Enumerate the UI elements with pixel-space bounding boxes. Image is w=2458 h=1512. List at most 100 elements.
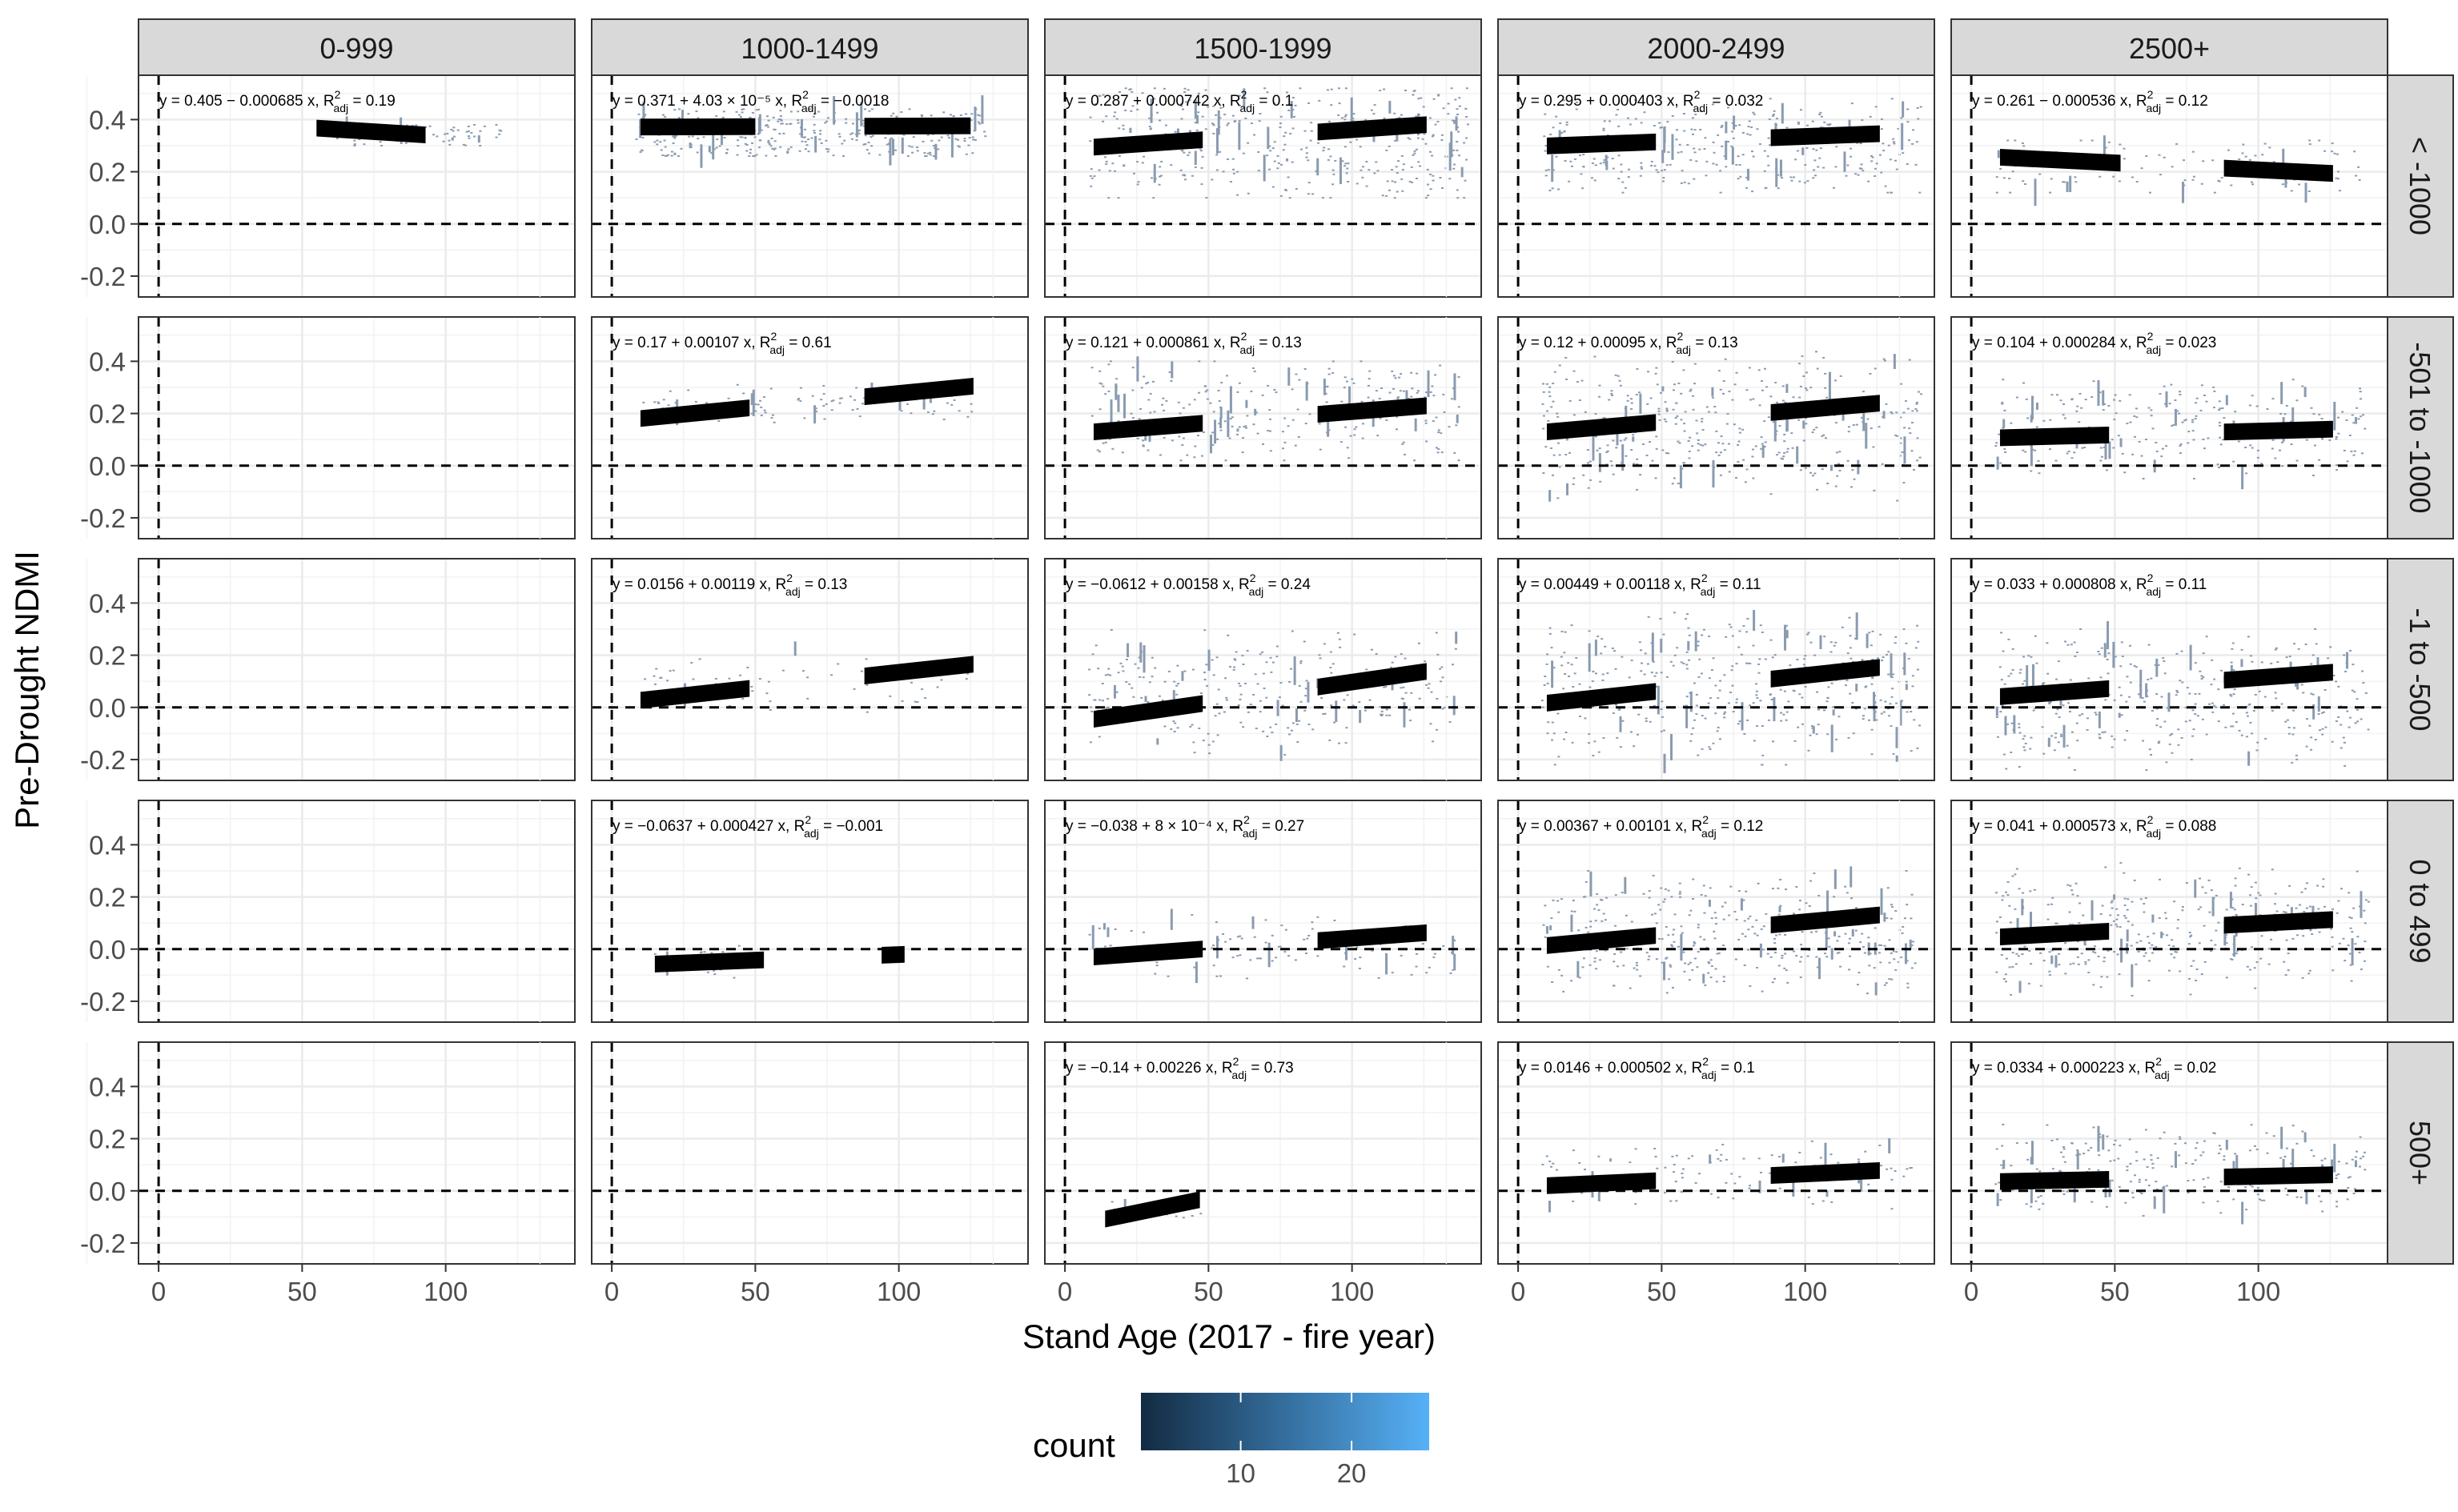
scatter-point bbox=[1746, 618, 1749, 620]
scatter-point bbox=[1882, 411, 1886, 419]
panel-background bbox=[139, 559, 575, 780]
scatter-point bbox=[1637, 713, 1641, 716]
scatter-point bbox=[782, 132, 785, 134]
scatter-point bbox=[890, 114, 893, 117]
scatter-point bbox=[825, 148, 828, 150]
scatter-point bbox=[1839, 965, 1842, 968]
scatter-point bbox=[2211, 702, 2214, 704]
scatter-point bbox=[2030, 656, 2033, 658]
scatter-point bbox=[1879, 961, 1882, 964]
scatter-point bbox=[2189, 644, 2192, 671]
scatter-point bbox=[712, 134, 715, 160]
scatter-point bbox=[2367, 900, 2370, 903]
scatter-point bbox=[2190, 934, 2193, 936]
scatter-point bbox=[2121, 452, 2124, 455]
scatter-point bbox=[1090, 177, 1094, 179]
scatter-point bbox=[1344, 426, 1347, 428]
scatter-point bbox=[754, 410, 757, 412]
scatter-point bbox=[2213, 390, 2216, 392]
scatter-point bbox=[2352, 907, 2356, 909]
scatter-point bbox=[2197, 908, 2200, 911]
scatter-point bbox=[1307, 182, 1311, 184]
scatter-point bbox=[1236, 428, 1239, 431]
scatter-point bbox=[2314, 628, 2317, 630]
scatter-point bbox=[1151, 656, 1154, 659]
scatter-point bbox=[1351, 704, 1355, 707]
scatter-point bbox=[1163, 725, 1167, 728]
scatter-point bbox=[2155, 724, 2159, 727]
scatter-point bbox=[1665, 420, 1668, 423]
scatter-point bbox=[2067, 450, 2070, 452]
scatter-point bbox=[2126, 676, 2129, 678]
scatter-point bbox=[1873, 967, 1876, 969]
scatter-point bbox=[1379, 706, 1382, 708]
scatter-point bbox=[700, 148, 703, 150]
scatter-point bbox=[1722, 918, 1725, 920]
scatter-point bbox=[1768, 118, 1771, 120]
scatter-point bbox=[1200, 183, 1203, 186]
scatter-point bbox=[757, 133, 760, 135]
regression-line bbox=[2223, 159, 2333, 182]
scatter-point bbox=[1672, 933, 1675, 936]
scatter-point bbox=[2002, 419, 2006, 428]
scatter-point bbox=[789, 146, 793, 148]
scatter-point bbox=[2364, 427, 2367, 430]
scatter-point bbox=[2163, 912, 2167, 914]
scatter-point bbox=[1238, 682, 1241, 684]
scatter-point bbox=[1753, 740, 1756, 742]
scatter-point bbox=[946, 134, 950, 137]
scatter-point bbox=[1211, 944, 1215, 947]
scatter-point bbox=[1543, 135, 1546, 138]
scatter-point bbox=[1853, 478, 1856, 480]
scatter-point bbox=[2309, 748, 2312, 751]
scatter-point bbox=[1760, 447, 1763, 450]
scatter-point bbox=[1711, 103, 1714, 106]
scatter-point bbox=[1613, 953, 1617, 955]
scatter-point bbox=[1113, 115, 1116, 118]
scatter-point bbox=[2022, 892, 2025, 894]
scatter-point bbox=[664, 146, 667, 148]
scatter-point bbox=[1720, 126, 1723, 129]
scatter-point bbox=[1201, 155, 1204, 158]
scatter-point bbox=[2295, 907, 2298, 909]
scatter-point bbox=[759, 139, 762, 142]
scatter-point bbox=[2230, 725, 2233, 728]
scatter-point bbox=[1182, 174, 1185, 176]
scatter-point bbox=[2353, 450, 2356, 452]
scatter-point bbox=[1291, 388, 1294, 391]
scatter-point bbox=[2006, 139, 2010, 142]
scatter-point bbox=[2208, 703, 2211, 705]
scatter-point bbox=[1901, 122, 1904, 150]
scatter-point bbox=[778, 132, 781, 134]
scatter-point bbox=[1665, 957, 1668, 960]
scatter-point bbox=[1152, 197, 1155, 199]
scatter-point bbox=[2098, 733, 2101, 736]
scatter-point bbox=[1343, 146, 1347, 148]
scatter-point bbox=[1115, 386, 1118, 388]
scatter-point bbox=[1305, 156, 1308, 158]
scatter-point bbox=[978, 114, 982, 117]
scatter-point bbox=[1571, 741, 1574, 744]
scatter-point bbox=[2235, 953, 2239, 955]
scatter-point bbox=[1915, 141, 1918, 143]
scatter-point bbox=[1863, 708, 1866, 710]
scatter-point bbox=[1714, 968, 1717, 970]
scatter-point bbox=[1189, 725, 1192, 728]
scatter-point bbox=[1273, 141, 1276, 143]
scatter-point bbox=[1218, 712, 1221, 715]
scatter-point bbox=[1605, 154, 1608, 166]
scatter-point bbox=[1759, 700, 1762, 702]
scatter-point bbox=[1217, 688, 1220, 691]
scatter-point bbox=[2290, 443, 2293, 446]
scatter-point bbox=[923, 152, 926, 154]
scatter-point bbox=[1589, 920, 1592, 923]
scatter-point bbox=[2017, 955, 2020, 957]
scatter-point bbox=[1864, 686, 1867, 688]
scatter-point bbox=[890, 137, 893, 139]
scatter-point bbox=[661, 154, 665, 156]
scatter-point bbox=[1697, 443, 1700, 445]
scatter-point bbox=[1887, 673, 1890, 676]
scatter-point bbox=[1880, 118, 1883, 120]
scatter-point bbox=[2097, 955, 2100, 957]
scatter-point bbox=[1594, 164, 1597, 166]
